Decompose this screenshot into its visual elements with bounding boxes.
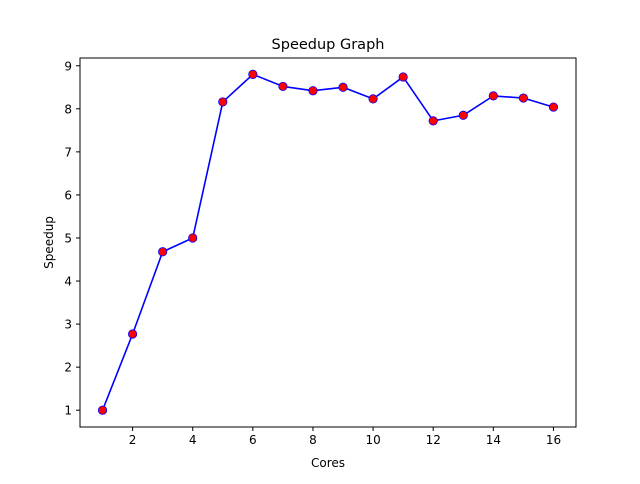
y-axis-label: Speedup [42,216,56,269]
y-tick-label: 4 [64,275,72,289]
data-point [518,93,528,103]
x-axis-label: Cores [311,456,345,470]
data-point [368,94,378,104]
y-tick-label: 3 [64,318,72,332]
data-point [308,86,318,96]
data-point [428,116,438,126]
x-axis-ticks: 2 4 6 8 10 12 14 16 [129,427,561,447]
data-point [278,81,288,92]
plot-frame [79,57,577,428]
y-tick-label: 9 [64,59,72,73]
data-point [338,82,348,92]
y-tick-label: 6 [64,188,72,202]
x-tick-label: 12 [426,433,441,447]
x-tick-label: 10 [365,433,380,447]
data-point [248,69,258,79]
data-point [548,102,559,112]
data-point [398,72,408,82]
data-point [188,233,198,243]
x-tick-label: 14 [486,433,501,447]
y-axis-ticks: 1 2 3 4 5 6 7 8 9 [64,59,80,418]
data-point [218,97,228,107]
x-tick-label: 6 [249,433,257,447]
chart-title: Speedup Graph [272,37,385,53]
data-point [158,247,168,257]
x-tick-label: 2 [129,433,137,447]
data-point [97,405,108,415]
data-point [488,91,498,101]
series-layer [97,69,559,415]
y-tick-label: 5 [64,231,72,245]
series-line [101,73,554,411]
data-point [128,329,138,339]
y-tick-label: 1 [64,404,72,418]
x-tick-label: 8 [309,433,317,447]
data-point [458,110,468,120]
x-tick-label: 16 [546,433,561,447]
y-tick-label: 7 [64,145,72,159]
x-tick-label: 4 [189,433,197,447]
y-tick-label: 8 [64,102,72,116]
y-tick-label: 2 [64,361,72,375]
